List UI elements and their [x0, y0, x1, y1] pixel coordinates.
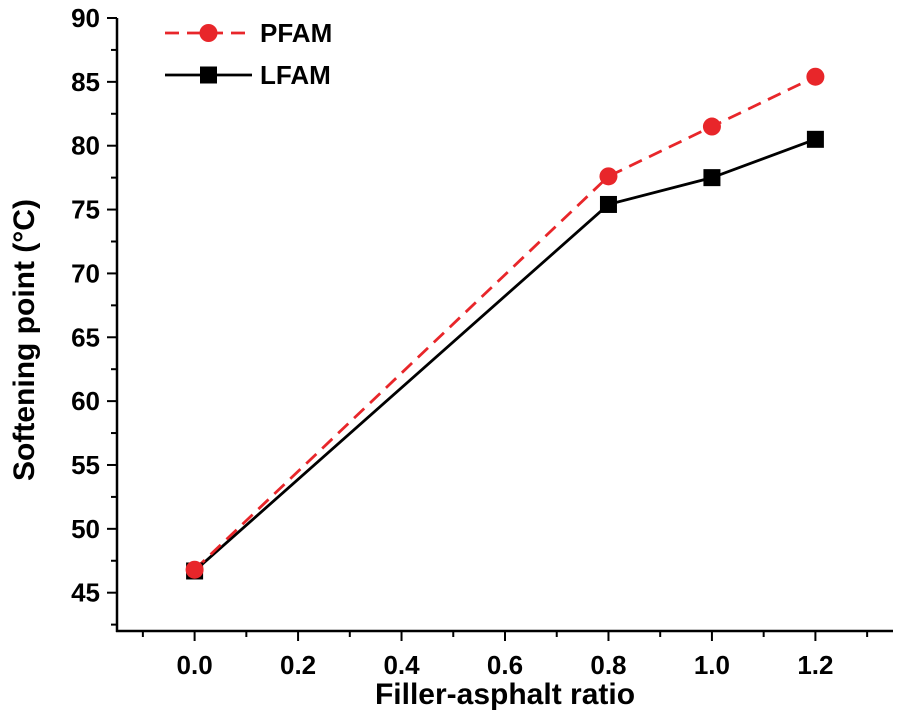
y-tick-label: 60: [71, 386, 100, 416]
series-line-lfam: [193, 138, 816, 573]
series: [185, 67, 825, 580]
data-point-pfam: [702, 117, 721, 136]
y-axis-title: Softening point (°C): [8, 199, 41, 481]
legend-label-lfam: LFAM: [260, 60, 331, 90]
data-point-lfam: [806, 130, 824, 148]
data-point-pfam: [185, 560, 204, 579]
series-line-pfam: [193, 75, 817, 571]
y-tick-label: 70: [71, 258, 100, 288]
data-point-lfam: [599, 195, 617, 213]
x-tick-label: 0.2: [280, 650, 316, 680]
axes: [115, 18, 893, 633]
y-tick-label: 75: [71, 195, 100, 225]
y-tick-label: 90: [71, 3, 100, 33]
legend-marker-lfam: [200, 66, 217, 84]
ticks: 0.0 0.2 0.4 0.6 0.8 1.0 1.2 45 50 55 60 65 70 75 80 85 9…: [71, 3, 869, 680]
y-tick-label: 50: [71, 514, 100, 544]
data-point-pfam: [599, 167, 618, 186]
data-point-pfam: [806, 67, 825, 86]
x-tick-label: 1.2: [797, 650, 833, 680]
x-tick-label: 0.4: [383, 650, 420, 680]
y-tick-label: 80: [71, 131, 100, 161]
x-tick-label: 1.0: [694, 650, 730, 680]
y-tick-label: 45: [71, 578, 100, 608]
legend-marker-pfam: [199, 24, 218, 42]
x-tick-label: 0.8: [590, 650, 626, 680]
x-tick-label: 0.0: [177, 650, 213, 680]
legend-label-pfam: PFAM: [260, 18, 332, 48]
y-tick-label: 85: [71, 67, 100, 97]
legend: PFAM LFAM: [165, 18, 332, 90]
x-axis-title: Filler-asphalt ratio: [375, 678, 635, 711]
x-tick-label: 0.6: [487, 650, 523, 680]
y-tick-label: 65: [71, 322, 100, 352]
data-point-lfam: [703, 169, 721, 187]
y-tick-label: 55: [71, 450, 100, 480]
